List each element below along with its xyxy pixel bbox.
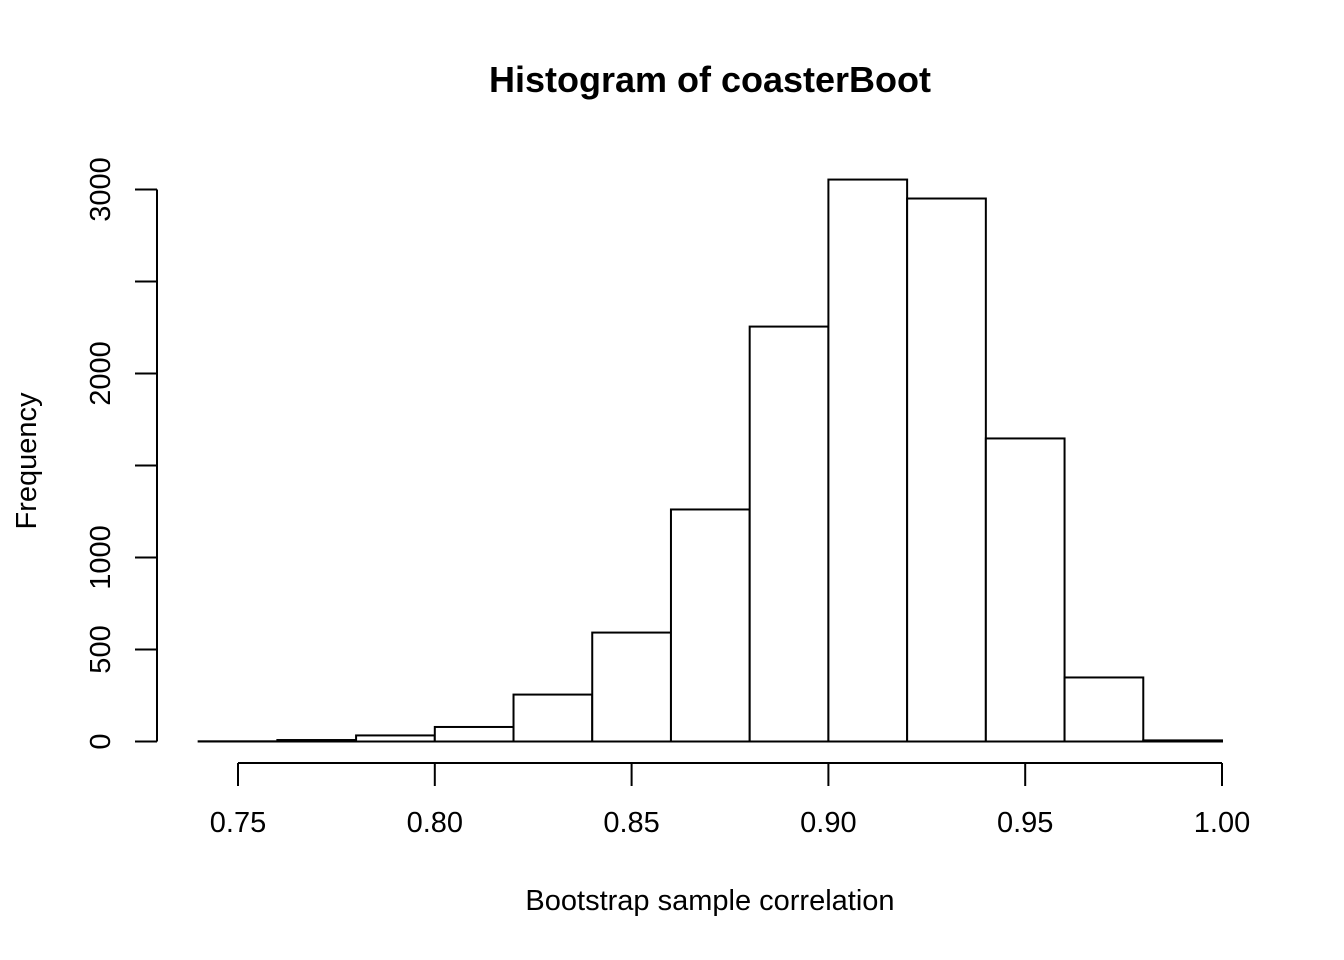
- y-tick-label: 0: [85, 733, 117, 749]
- y-axis: 0 500 1000 2000 3000: [85, 157, 158, 750]
- x-tick-label: 1.00: [1194, 807, 1250, 839]
- x-tick-label: 0.95: [997, 807, 1053, 839]
- y-tick-label: 500: [85, 625, 117, 673]
- histogram-bar: [1142, 739, 1224, 743]
- histogram-bar: [512, 693, 594, 743]
- histogram-bar: [1063, 676, 1145, 743]
- y-tick-label: 1000: [85, 525, 117, 590]
- chart-title: Histogram of coasterBoot: [489, 59, 931, 100]
- histogram-bar: [591, 631, 672, 743]
- bars-group: [197, 178, 1224, 743]
- histogram-bar: [669, 508, 751, 743]
- x-axis-label: Bootstrap sample correlation: [525, 885, 894, 917]
- x-tick-label: 0.75: [210, 807, 266, 839]
- x-tick-label: 0.80: [407, 807, 463, 839]
- y-axis-label: Frequency: [11, 392, 43, 530]
- histogram-bar: [748, 325, 830, 743]
- histogram-bar: [355, 734, 436, 743]
- histogram-bar: [276, 739, 358, 743]
- y-tick-label: 2000: [85, 341, 117, 406]
- histogram-bar: [906, 197, 987, 743]
- x-tick-label: 0.85: [603, 807, 659, 839]
- y-tick-label: 3000: [85, 157, 117, 222]
- histogram-bar: [984, 437, 1066, 743]
- histogram-bar: [433, 725, 515, 743]
- x-tick-label: 0.90: [800, 807, 856, 839]
- histogram-bar: [827, 178, 909, 743]
- x-axis: 0.75 0.80 0.85 0.90 0.95 1.00: [210, 762, 1250, 839]
